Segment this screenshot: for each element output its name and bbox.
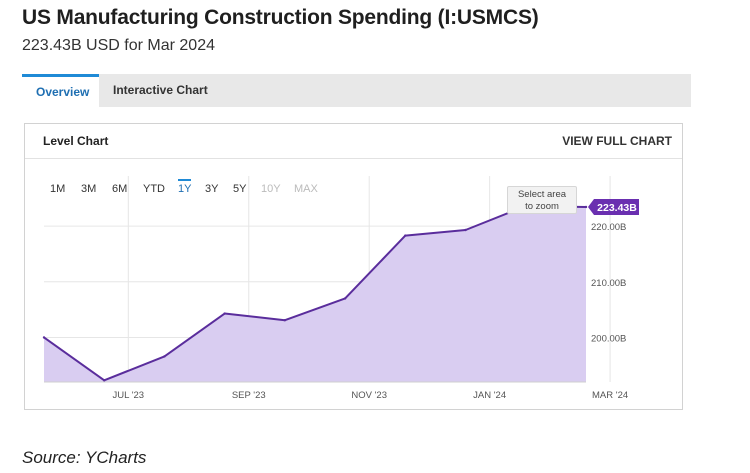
range-3y[interactable]: 3Y [205,183,219,195]
data-point-2023-08 [163,355,166,358]
range-3m[interactable]: 3M [81,183,97,195]
range-1m[interactable]: 1M [50,183,66,195]
zoom-hint-line2: to zoom [525,201,559,212]
range-6m[interactable]: 6M [112,183,128,195]
range-1y[interactable]: 1Y [178,179,192,195]
x-tick-label: JUL '23 [113,390,145,401]
range-max: MAX [294,183,318,195]
y-tick-label: 200.00B [591,333,626,344]
zoom-hint-line1: Select area [517,189,567,200]
series-area [44,206,586,382]
last-value-label: 223.43B [597,202,637,214]
x-tick-label: NOV '23 [351,390,387,401]
page-title: US Manufacturing Construction Spending (… [22,6,539,29]
zoom-hint: Select area to zoom [507,186,577,214]
range-10y: 10Y [261,183,281,195]
view-full-chart-link[interactable]: VIEW FULL CHART [562,134,672,148]
card-title: Level Chart [43,134,109,148]
x-tick-label: JAN '24 [473,390,506,401]
data-point-2023-07 [103,379,106,382]
data-point-2023-12 [404,234,407,237]
tab-interactive-chart[interactable]: Interactive Chart [113,83,208,97]
series-line [43,205,587,382]
data-point-2024-03 [584,205,588,209]
y-tick-label: 210.00B [591,278,626,289]
page-subtitle: 223.43B USD for Mar 2024 [22,37,215,54]
data-point-2024-01 [464,228,467,232]
last-value-badge [588,199,639,216]
x-tick-label: MAR '24 [592,390,628,401]
data-point-2023-10 [283,319,287,322]
data-point-2023-06 [42,336,46,339]
data-point-2023-11 [343,297,347,300]
card-header: Level Chart VIEW FULL CHART [25,124,682,159]
data-point-2023-09 [223,312,226,315]
y-tick-label: 220.00B [591,222,626,233]
tab-bar: Overview Interactive Chart [22,74,691,107]
source-caption: Source: YCharts [22,448,147,467]
x-tick-label: SEP '23 [232,390,266,401]
range-5y[interactable]: 5Y [233,183,247,195]
range-ytd[interactable]: YTD [143,183,165,195]
tab-overview[interactable]: Overview [22,74,99,107]
